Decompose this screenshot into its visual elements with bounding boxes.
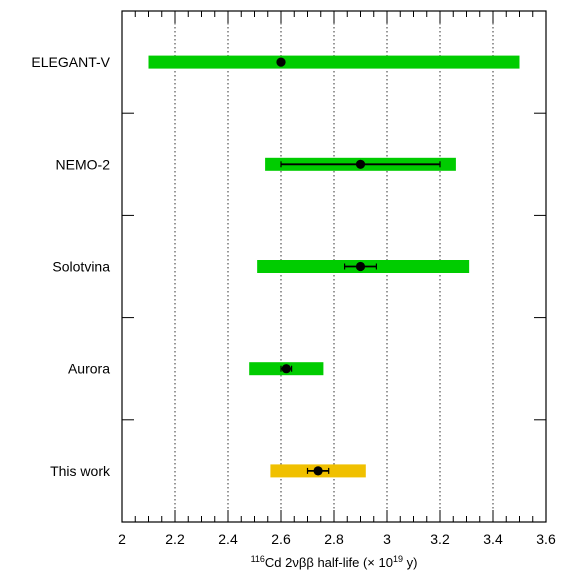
data-point — [313, 466, 323, 476]
range-bars — [148, 55, 520, 478]
x-tick-label: 2.2 — [165, 531, 185, 547]
category-label: NEMO-2 — [56, 156, 111, 172]
x-tick-label: 3.4 — [483, 531, 503, 547]
data-points — [276, 57, 366, 476]
error-bars — [280, 161, 441, 474]
category-label: This work — [50, 463, 111, 479]
x-tick-label: 2 — [118, 531, 126, 547]
data-point — [276, 57, 286, 67]
category-label: ELEGANT-V — [31, 54, 110, 70]
x-tick-labels: 2 2.2 2.4 2.6 2.8 3 3.2 3.4 3.6 — [118, 531, 556, 547]
x-axis-label: 116Cd 2νββ half-life (× 1019 y) — [251, 554, 418, 570]
x-tick-label: 3.2 — [430, 531, 450, 547]
x-tick-label: 3.6 — [536, 531, 556, 547]
data-point — [281, 364, 291, 374]
category-label: Solotvina — [52, 259, 110, 275]
x-tick-label: 2.8 — [324, 531, 344, 547]
grid-lines — [174, 11, 494, 522]
x-axis-label-mass-number: 116 — [251, 554, 265, 564]
category-labels: ELEGANT-V NEMO-2 Solotvina Aurora This work — [31, 54, 111, 479]
x-axis-label-tail: y) — [403, 555, 417, 570]
range-bar — [148, 55, 520, 69]
x-tick-label: 2.4 — [218, 531, 238, 547]
data-point — [355, 159, 366, 169]
data-point — [355, 261, 366, 272]
axis-ticks — [121, 11, 547, 522]
category-label: Aurora — [68, 361, 110, 377]
x-tick-label: 3 — [383, 531, 391, 547]
x-axis-label-exponent: 19 — [393, 554, 403, 564]
x-axis-label-main: Cd 2νββ half-life (× 10 — [265, 555, 393, 570]
x-tick-label: 2.6 — [271, 531, 291, 547]
